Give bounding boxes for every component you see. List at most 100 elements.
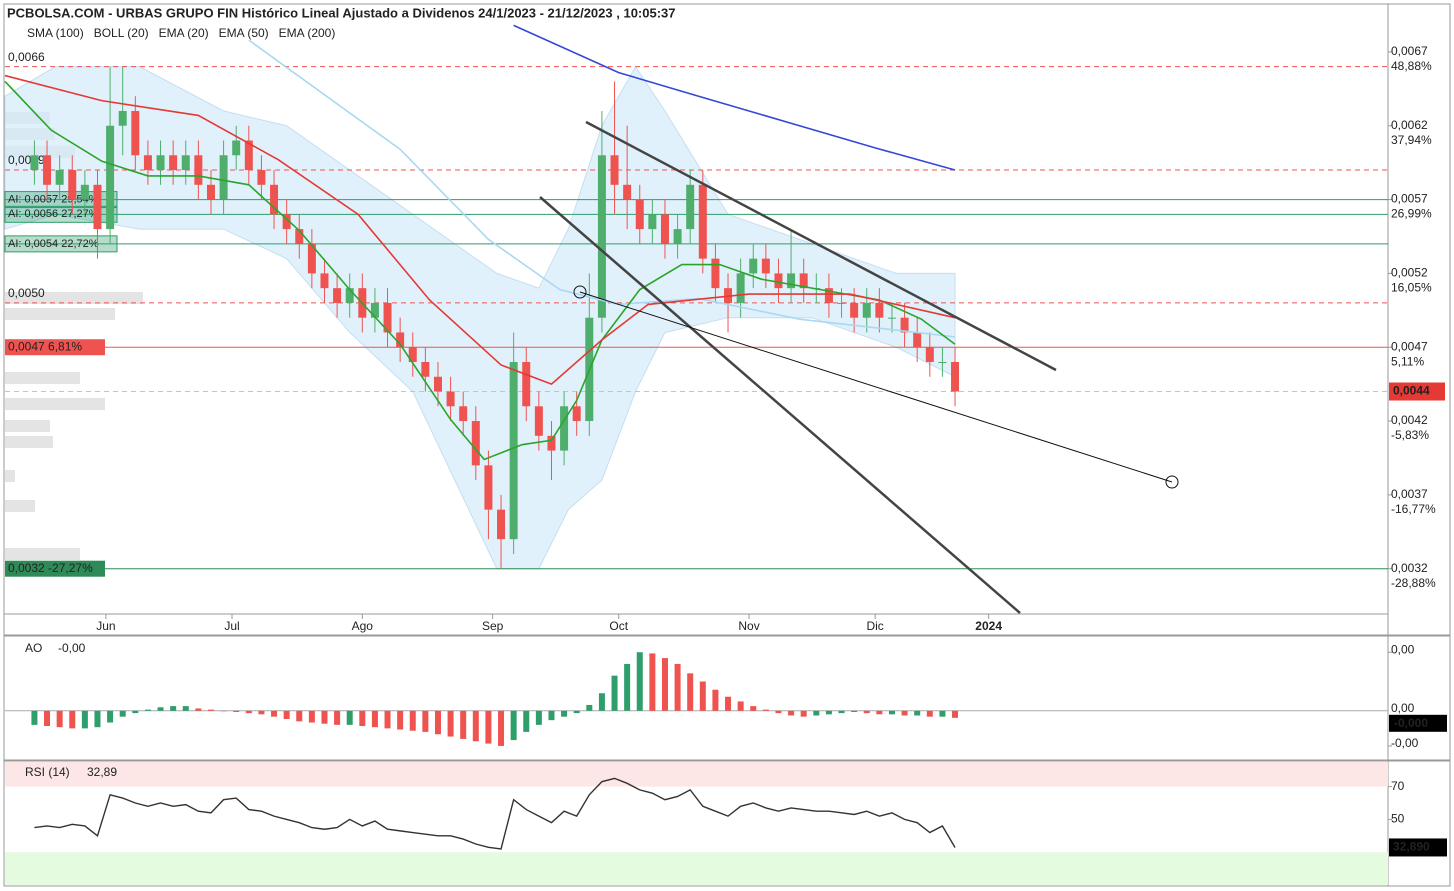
ao-bar xyxy=(661,658,668,711)
ao-bar xyxy=(384,710,391,729)
ao-bar xyxy=(94,710,101,728)
candle-body xyxy=(257,170,266,185)
candle-body xyxy=(509,361,518,540)
candle-body xyxy=(887,317,896,319)
ao-bar xyxy=(699,681,706,711)
ao-bar xyxy=(220,710,227,712)
legend-entry: SMA (100) xyxy=(27,26,84,40)
ao-bar xyxy=(825,710,832,715)
ao-bar xyxy=(81,710,88,729)
rsi-axis-box xyxy=(1389,838,1447,857)
candle-body xyxy=(295,229,304,244)
y-tick-label: 0,0047 xyxy=(1391,339,1428,353)
x-tick-label: Sep xyxy=(482,619,504,633)
ao-bar xyxy=(952,710,959,718)
candle-body xyxy=(345,288,354,303)
y-tick-label: 70 xyxy=(1391,779,1405,793)
candle-body xyxy=(282,214,291,230)
ao-bar xyxy=(649,653,656,711)
level-label: 0,0032 -27,27% xyxy=(8,561,93,575)
ao-bar xyxy=(762,709,769,711)
x-tick-label: 2024 xyxy=(975,619,1002,633)
ao-bar xyxy=(598,693,605,711)
ao-bar xyxy=(195,708,202,711)
ao-bar xyxy=(119,710,126,717)
ao-bar xyxy=(283,710,290,719)
ao-bar xyxy=(334,710,341,725)
y-tick-change: 26,99% xyxy=(1391,207,1432,221)
candle-body xyxy=(610,155,619,185)
candle-body xyxy=(270,184,279,215)
ao-bar xyxy=(308,710,315,723)
chart-title: PCBOLSA.COM - URBAS GRUPO FIN Histórico … xyxy=(7,5,676,20)
indicator-line xyxy=(4,74,956,386)
y-tick-change: -28,88% xyxy=(1391,576,1436,590)
rsi-panel xyxy=(3,760,1451,887)
ao-bar xyxy=(712,689,719,711)
candle-body xyxy=(534,406,543,436)
ao-current: -0,00 xyxy=(58,641,86,655)
y-tick-change: 16,05% xyxy=(1391,281,1432,295)
current-price-label: 0,0044 xyxy=(1393,384,1430,398)
ao-bar xyxy=(573,710,580,714)
rsi-current: 32,89 xyxy=(87,765,117,779)
y-tick-label: 0,0032 xyxy=(1391,561,1428,575)
candle-body xyxy=(106,125,115,230)
ao-bar xyxy=(182,706,189,711)
candle-body xyxy=(421,361,430,377)
ao-bar xyxy=(561,710,568,717)
ao-panel xyxy=(3,635,1451,761)
candle-body xyxy=(560,406,569,451)
oversold-zone xyxy=(5,852,1388,885)
y-tick-change: 48,88% xyxy=(1391,59,1432,73)
indicator-line xyxy=(248,39,956,338)
ao-bar xyxy=(258,710,265,715)
ao-bar xyxy=(863,710,870,714)
ao-bar xyxy=(888,710,895,715)
ao-bar xyxy=(926,710,933,717)
ao-bar xyxy=(460,710,467,739)
level-box xyxy=(4,235,118,253)
ao-bar xyxy=(31,710,38,725)
candle-body xyxy=(131,110,140,156)
level-label: 0,0047 6,81% xyxy=(8,339,82,353)
legend-entry: EMA (20) xyxy=(159,26,209,40)
ao-bar xyxy=(586,704,593,711)
ao-bar xyxy=(750,706,757,711)
trend-lines xyxy=(539,120,1179,614)
level-tag xyxy=(5,339,105,356)
price-panel xyxy=(3,3,1451,636)
level-label: 0,0050 xyxy=(8,286,45,300)
candle-body xyxy=(219,155,228,200)
level-box xyxy=(4,205,118,223)
candle-body xyxy=(875,302,884,318)
ao-bar xyxy=(485,710,492,744)
candle-body xyxy=(156,155,165,171)
y-tick-label: 0,0042 xyxy=(1391,413,1428,427)
candle-body xyxy=(787,273,796,289)
candle-body xyxy=(774,273,783,289)
ao-bar xyxy=(56,710,63,728)
y-tick-label: 50 xyxy=(1391,812,1405,826)
ao-bar xyxy=(914,710,921,716)
candle-body xyxy=(913,332,922,348)
ao-bar xyxy=(296,710,303,722)
y-tick-label: 0,00 xyxy=(1391,642,1415,656)
x-tick-label: Jul xyxy=(224,619,239,633)
candle-body xyxy=(749,258,758,274)
candle-body xyxy=(433,376,442,392)
candle-body xyxy=(761,258,770,274)
candle-body xyxy=(194,155,203,185)
ao-bar xyxy=(346,710,353,725)
rsi-axis-label: 32,890 xyxy=(1393,840,1430,854)
ao-bar xyxy=(69,710,76,729)
candle-body xyxy=(824,288,833,303)
candle-body xyxy=(635,199,644,230)
candle-body xyxy=(547,435,556,451)
ao-bar xyxy=(144,709,151,711)
ao-bar xyxy=(132,710,139,714)
ao-bar xyxy=(359,710,366,727)
level-tag xyxy=(5,560,105,577)
candle-body xyxy=(408,347,417,362)
